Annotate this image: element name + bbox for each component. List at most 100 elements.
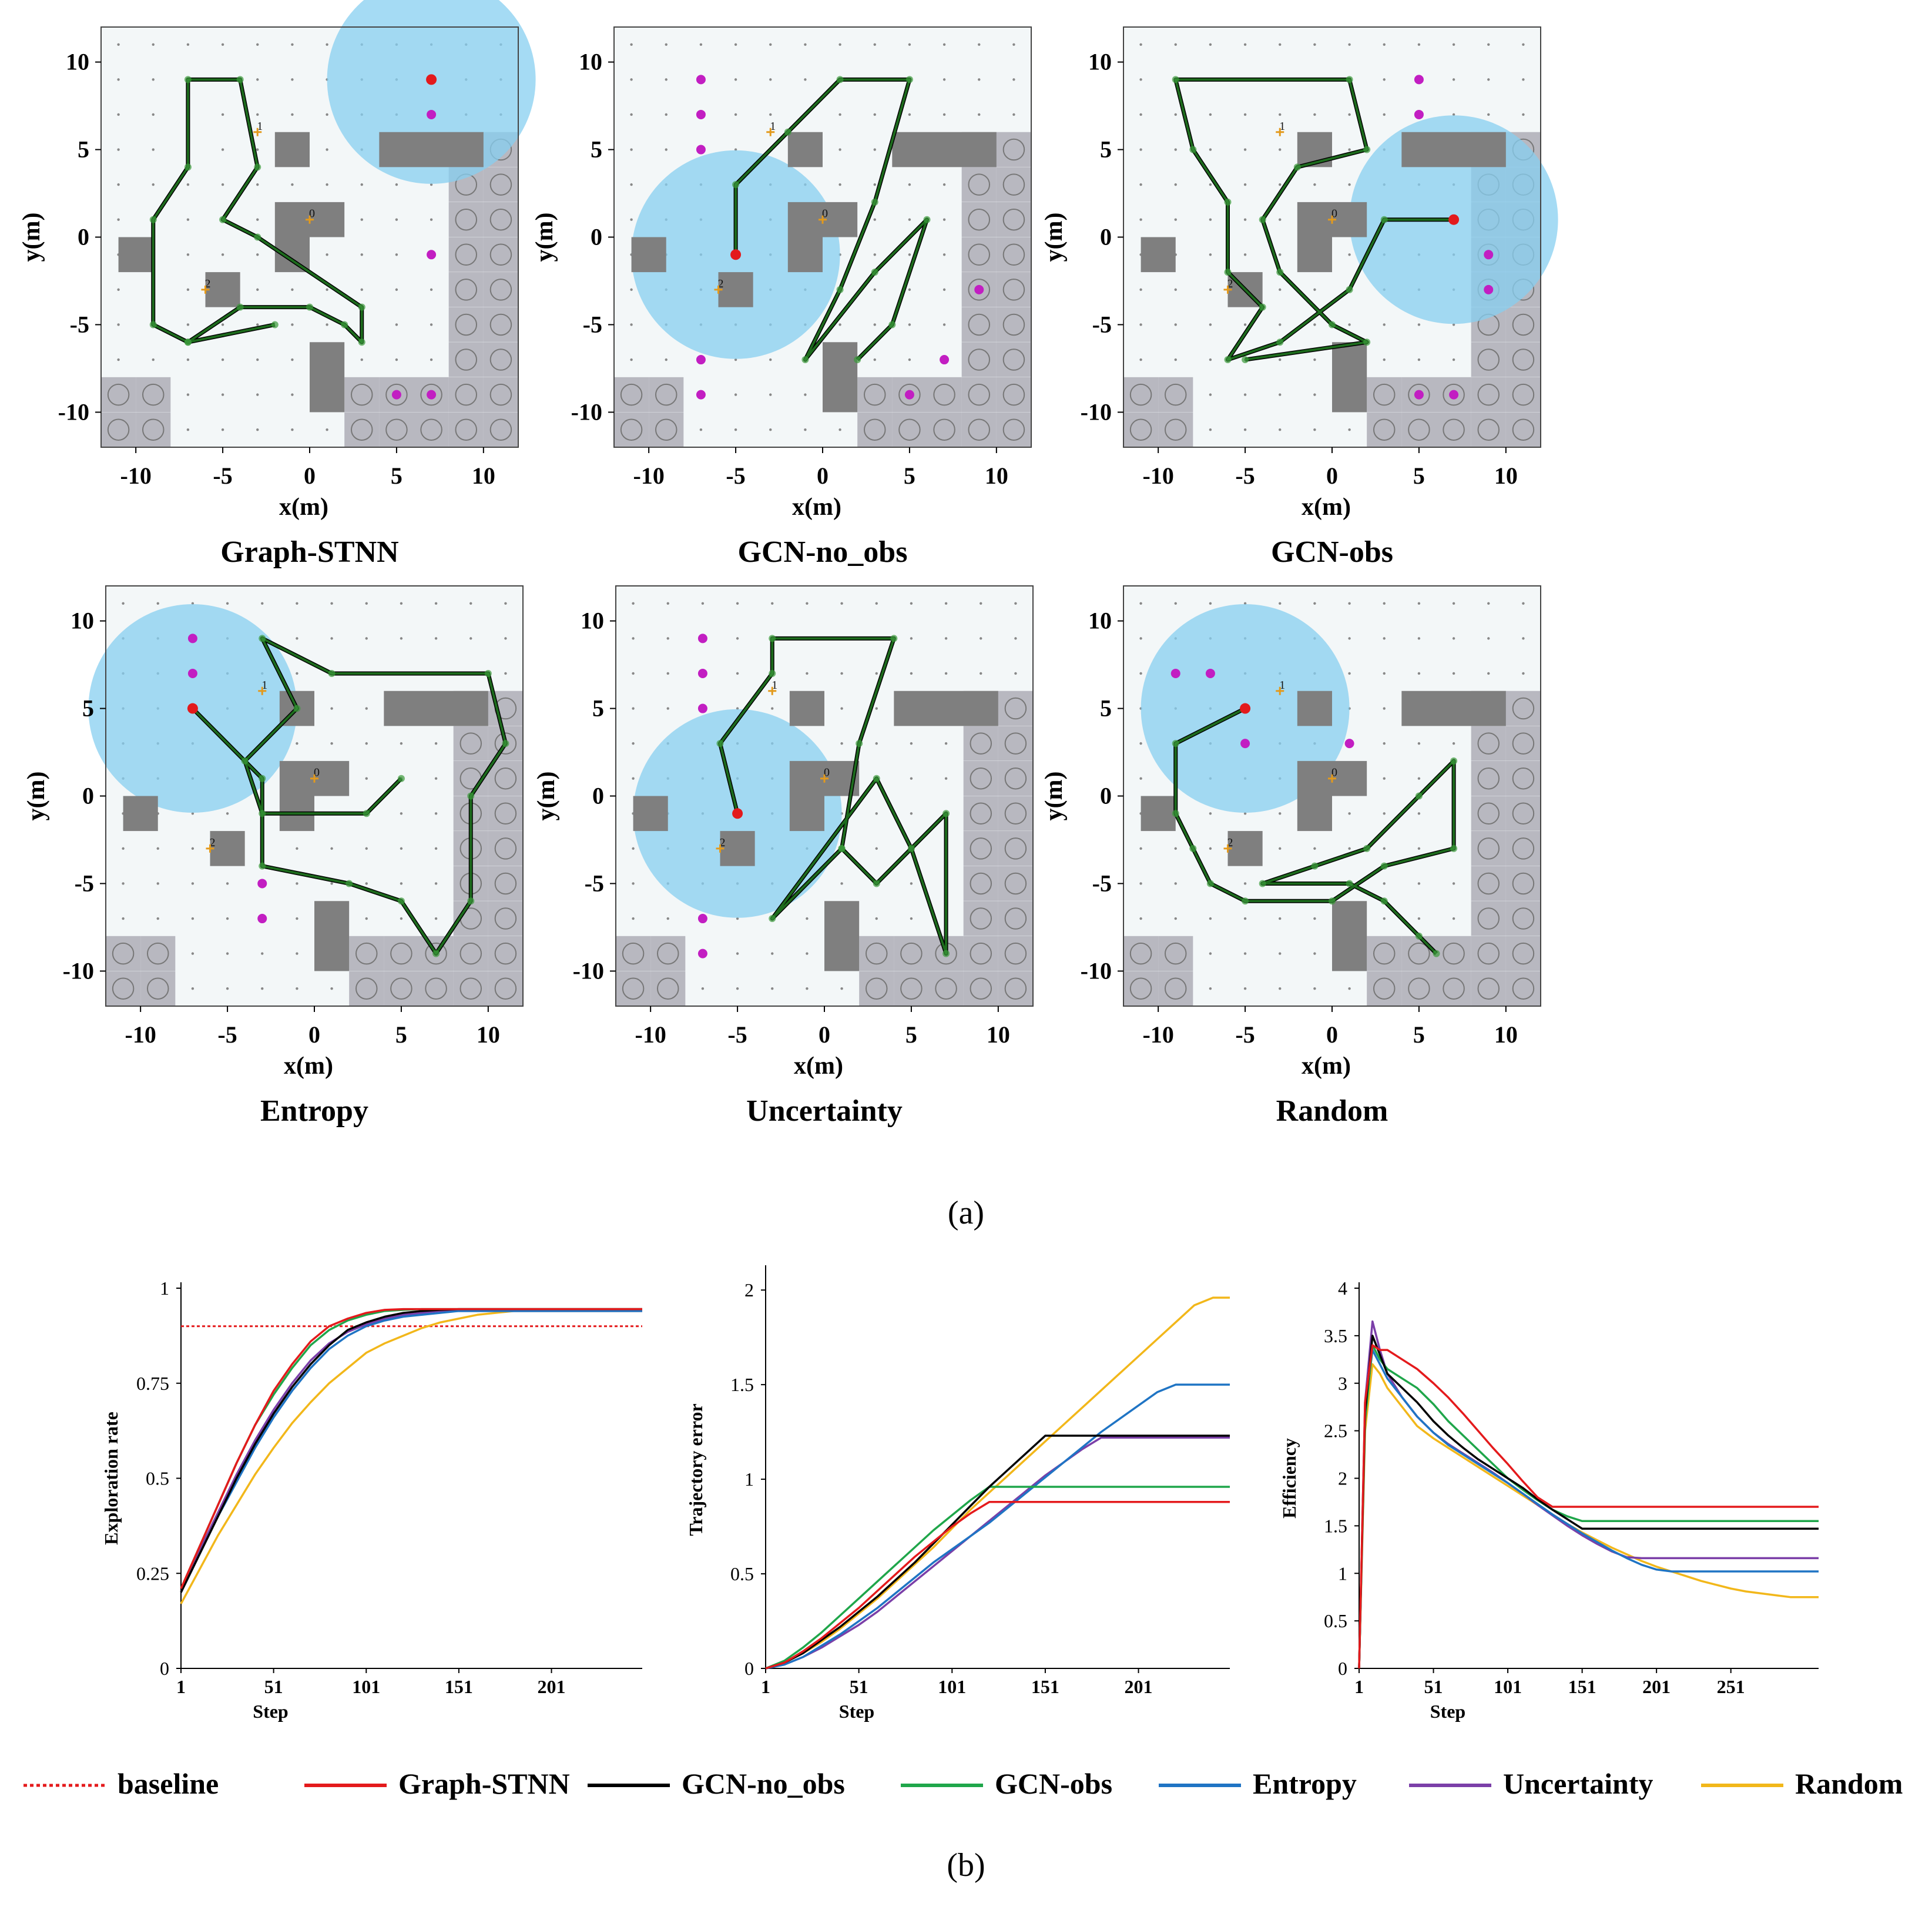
x-tick-label: -10 xyxy=(633,462,665,489)
grid-point xyxy=(261,987,264,990)
panel-b-label: (b) xyxy=(947,1847,985,1883)
unknown-cell-marker xyxy=(107,418,130,441)
grid-point xyxy=(1313,288,1316,291)
unknown-cell xyxy=(1505,726,1541,761)
grid-point xyxy=(122,602,125,605)
x-tick-label: 5 xyxy=(1413,1021,1425,1048)
landmark-marker xyxy=(819,215,827,224)
grid-point xyxy=(1452,917,1455,920)
series-line-entropy xyxy=(1358,1349,1819,1669)
grid-point xyxy=(226,882,229,885)
trajectory-node xyxy=(236,303,244,311)
grid-point xyxy=(1348,672,1351,675)
grid-point xyxy=(256,113,259,116)
grid-point xyxy=(1209,393,1212,396)
x-axis-label: x(m) xyxy=(794,1053,843,1080)
trajectory-node xyxy=(1415,932,1423,940)
unknown-cell xyxy=(650,936,686,971)
unknown-cell-marker xyxy=(968,313,990,336)
unknown-cell xyxy=(857,412,893,447)
robot-position xyxy=(1240,703,1251,714)
unknown-cell-marker xyxy=(1129,418,1152,441)
grid-point xyxy=(296,637,298,640)
unknown-cell xyxy=(963,726,998,761)
unknown-cell xyxy=(963,796,998,831)
unknown-cell-marker xyxy=(968,279,990,301)
unknown-cell xyxy=(448,272,484,307)
unknown-cell-marker xyxy=(494,732,517,755)
grid-point xyxy=(1279,113,1282,116)
grid-point xyxy=(1348,323,1351,326)
x-tick-label: 5 xyxy=(1413,462,1425,489)
grid-point xyxy=(875,847,878,850)
grid-point xyxy=(1279,987,1282,990)
unknown-cell-marker xyxy=(489,208,512,231)
unknown-cell-marker xyxy=(1512,907,1535,930)
grid-point xyxy=(1417,882,1421,885)
unknown-cell-marker xyxy=(1002,173,1025,196)
y-tick-label: -10 xyxy=(1081,957,1112,984)
y-tick-label: -5 xyxy=(75,870,94,896)
grid-point xyxy=(1348,987,1351,990)
grid-point xyxy=(186,358,190,361)
grid-point xyxy=(910,602,913,605)
unknown-cell xyxy=(101,377,136,412)
grid-point xyxy=(365,847,368,850)
grid-point xyxy=(942,43,946,46)
grid-point xyxy=(1417,847,1421,850)
trajectory-node xyxy=(149,216,157,223)
grid-point xyxy=(769,43,772,46)
unknown-cell-marker xyxy=(1002,418,1025,441)
trajectory-node xyxy=(346,880,353,887)
landmark-marker xyxy=(820,774,829,783)
unknown-cell xyxy=(418,971,454,1006)
grid-point xyxy=(330,742,333,745)
grid-point xyxy=(186,218,190,221)
unknown-cell xyxy=(488,866,523,901)
grid-point xyxy=(1209,253,1212,256)
grid-point xyxy=(1139,672,1142,675)
grid-point xyxy=(1279,393,1282,396)
grid-point xyxy=(430,288,433,291)
robot-position xyxy=(187,703,198,714)
grid-point xyxy=(1383,43,1386,46)
unknown-cell-marker xyxy=(1477,837,1500,860)
grid-point xyxy=(504,637,507,640)
grid-point xyxy=(873,43,876,46)
landmark-marker xyxy=(306,215,314,224)
grid-point xyxy=(838,183,841,186)
unknown-cell-marker xyxy=(970,802,992,825)
grid-point xyxy=(771,952,774,955)
unknown-cell xyxy=(998,831,1033,866)
trajectory-node xyxy=(1346,76,1353,83)
unknown-cell xyxy=(1471,412,1506,447)
unknown-cell-marker xyxy=(1512,348,1535,371)
grid-point xyxy=(504,602,507,605)
obstacle-block xyxy=(1297,691,1332,726)
landmark-marker xyxy=(258,686,267,695)
grid-point xyxy=(734,428,737,431)
trajectory-path xyxy=(719,637,948,955)
obstacle-block xyxy=(205,272,240,307)
x-tick-label: -10 xyxy=(125,1021,156,1048)
grid-point xyxy=(1139,113,1142,116)
grid-point xyxy=(1487,637,1490,640)
y-tick-label: 10 xyxy=(1088,49,1112,75)
x-tick-label: -5 xyxy=(213,462,232,489)
unknown-cell-marker xyxy=(1373,383,1396,406)
grid-point xyxy=(632,882,635,885)
unknown-cell xyxy=(998,971,1033,1006)
unknown-cell-marker xyxy=(1512,418,1535,441)
grid-point xyxy=(330,602,333,605)
trajectory-node xyxy=(1172,810,1179,817)
grid-point xyxy=(330,707,333,710)
target-point xyxy=(1344,739,1354,749)
unknown-cell xyxy=(488,936,523,971)
grid-point xyxy=(1383,812,1386,815)
grid-point xyxy=(1452,323,1455,326)
unknown-cell-marker xyxy=(657,942,679,965)
grid-point xyxy=(873,113,876,116)
grid-point xyxy=(395,218,398,221)
unknown-cell-marker xyxy=(420,418,442,441)
grid-point xyxy=(152,183,155,186)
